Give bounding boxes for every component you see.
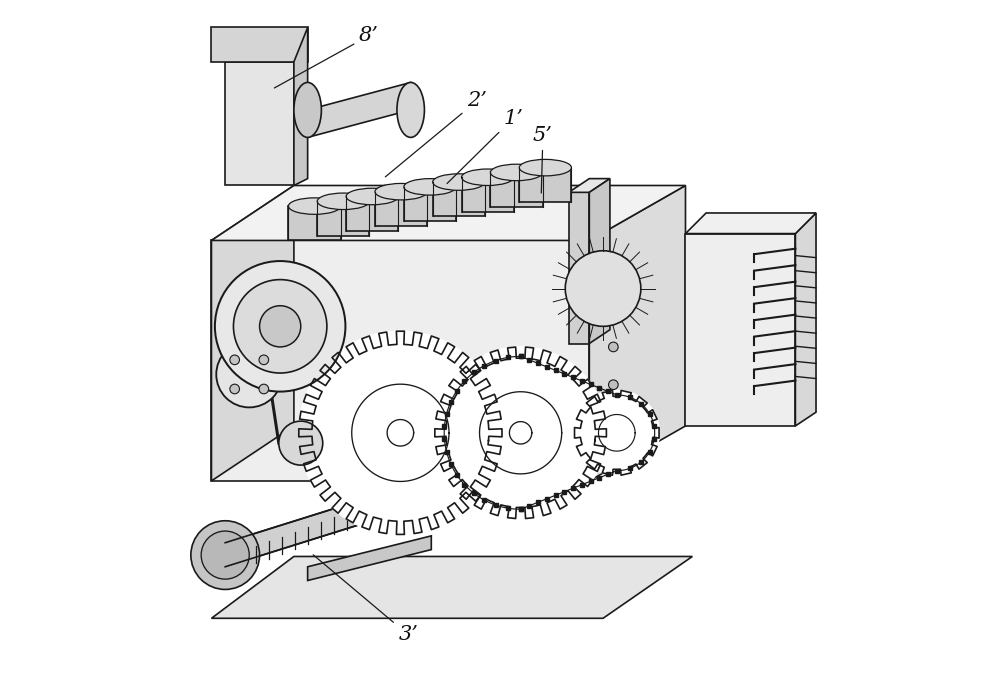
Text: 1’: 1’: [447, 109, 523, 183]
Polygon shape: [375, 192, 427, 226]
Ellipse shape: [233, 280, 327, 373]
Ellipse shape: [294, 82, 321, 137]
Polygon shape: [211, 556, 692, 618]
Polygon shape: [211, 185, 685, 240]
Text: 5’: 5’: [533, 126, 553, 193]
Polygon shape: [211, 240, 589, 481]
Polygon shape: [211, 185, 294, 481]
Text: 8’: 8’: [274, 26, 379, 88]
Ellipse shape: [259, 355, 269, 365]
Polygon shape: [569, 192, 589, 344]
Polygon shape: [211, 27, 308, 62]
Ellipse shape: [215, 261, 345, 392]
Polygon shape: [346, 196, 398, 231]
Ellipse shape: [346, 188, 398, 205]
Ellipse shape: [519, 159, 571, 176]
Polygon shape: [225, 62, 294, 185]
Polygon shape: [404, 187, 456, 221]
Ellipse shape: [230, 384, 239, 394]
Ellipse shape: [317, 193, 369, 210]
Polygon shape: [589, 185, 685, 481]
Ellipse shape: [490, 164, 543, 181]
Polygon shape: [462, 177, 514, 212]
Ellipse shape: [216, 341, 282, 407]
Ellipse shape: [609, 342, 618, 352]
Ellipse shape: [230, 355, 239, 365]
Ellipse shape: [433, 174, 485, 190]
Ellipse shape: [191, 521, 260, 589]
Polygon shape: [490, 172, 543, 207]
Ellipse shape: [609, 380, 618, 390]
Polygon shape: [519, 168, 571, 202]
Ellipse shape: [404, 179, 456, 195]
Polygon shape: [317, 201, 369, 236]
Polygon shape: [288, 206, 341, 240]
Polygon shape: [795, 213, 816, 426]
Text: 3’: 3’: [313, 555, 418, 644]
Polygon shape: [433, 182, 485, 216]
Ellipse shape: [279, 421, 323, 465]
Ellipse shape: [375, 183, 427, 200]
Polygon shape: [589, 179, 610, 344]
Polygon shape: [294, 27, 308, 185]
Text: 2’: 2’: [385, 91, 487, 177]
Polygon shape: [225, 488, 400, 567]
Ellipse shape: [259, 384, 269, 394]
Polygon shape: [685, 213, 816, 234]
Polygon shape: [685, 234, 795, 426]
Ellipse shape: [397, 82, 424, 137]
Ellipse shape: [462, 169, 514, 185]
Polygon shape: [574, 390, 659, 475]
Polygon shape: [308, 536, 431, 581]
Polygon shape: [569, 179, 610, 192]
Ellipse shape: [201, 531, 249, 579]
Polygon shape: [308, 82, 411, 137]
Ellipse shape: [260, 306, 301, 347]
Polygon shape: [299, 331, 502, 534]
Polygon shape: [435, 347, 606, 519]
Ellipse shape: [288, 198, 341, 214]
Ellipse shape: [565, 251, 641, 326]
